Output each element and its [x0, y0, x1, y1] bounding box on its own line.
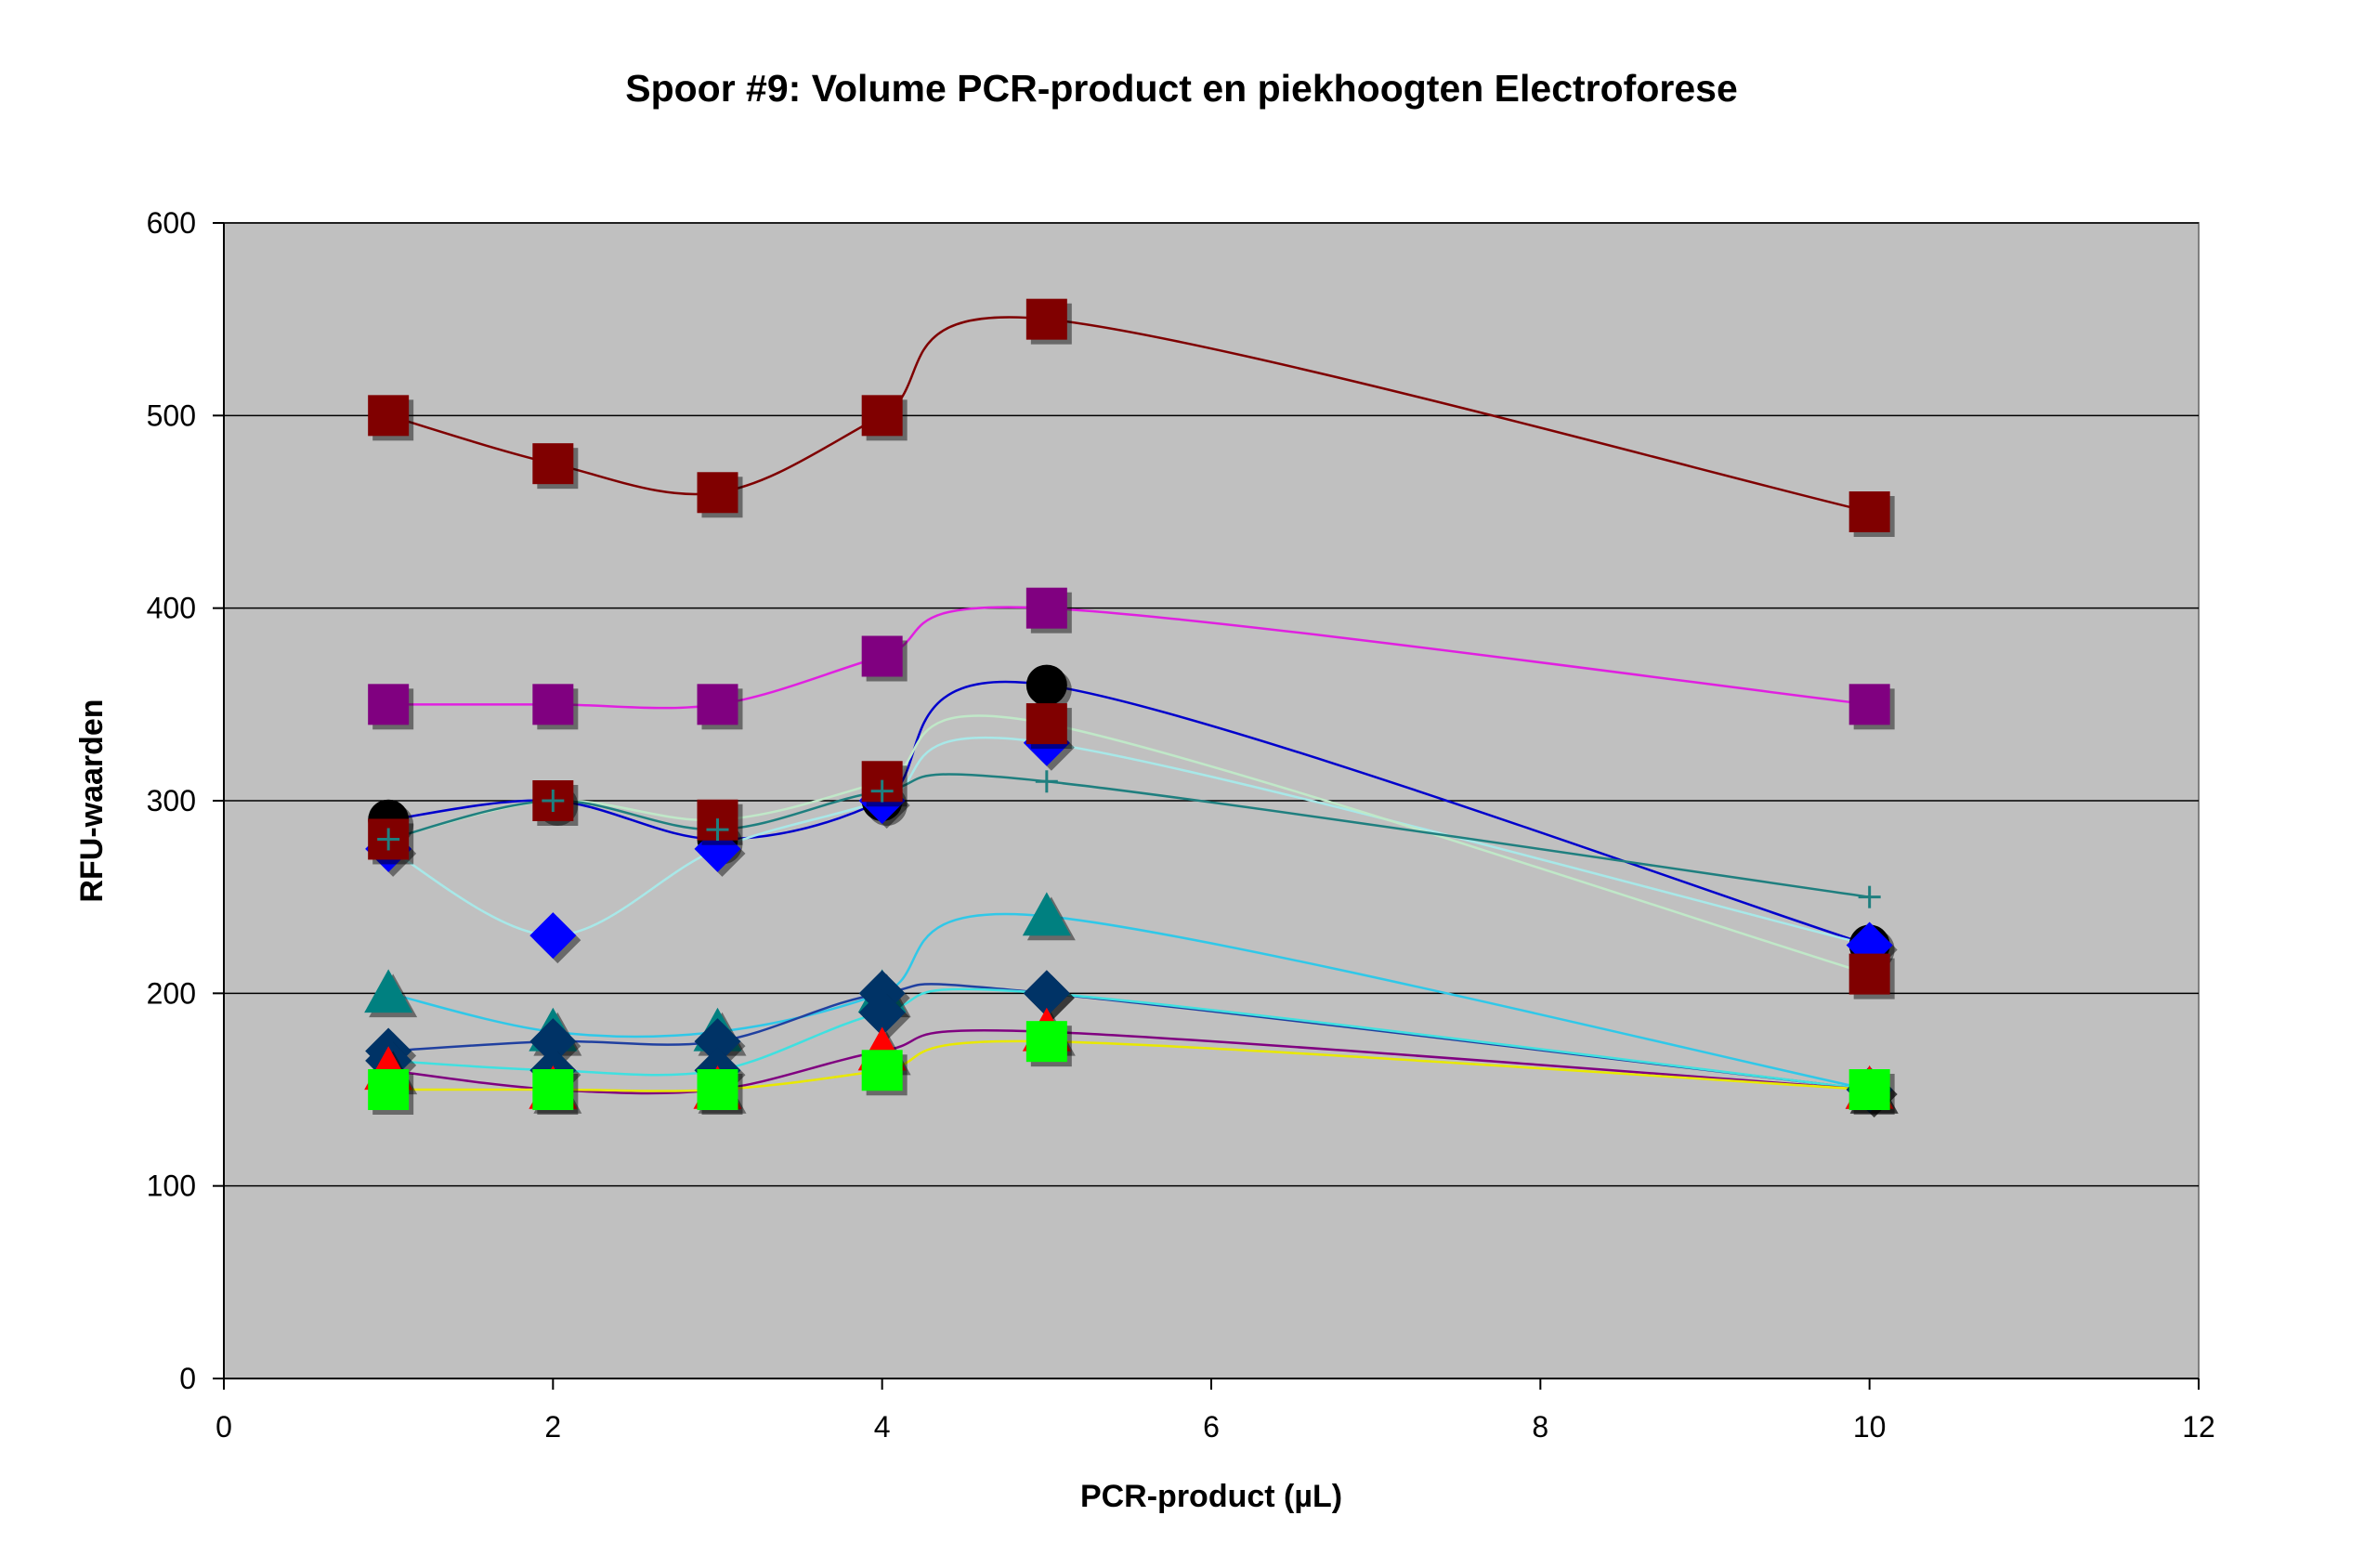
y-tick-label: 200: [147, 976, 196, 1010]
series-6-point: [1858, 885, 1881, 908]
y-tick-label: 400: [147, 592, 196, 625]
series-3-point: [1025, 664, 1072, 711]
y-tick-label: 100: [147, 1169, 196, 1203]
series-5-point: [697, 799, 743, 845]
series-1-point: [1025, 298, 1072, 345]
series-4-point: [529, 912, 581, 964]
series-6-point: [542, 790, 565, 812]
x-tick-label: 4: [874, 1410, 891, 1444]
series-6-point: [870, 779, 894, 803]
x-tick-label: 0: [216, 1410, 232, 1444]
series-2-point: [368, 684, 414, 730]
series-2-point: [697, 684, 743, 730]
series-9-point: [1023, 970, 1075, 1022]
series-2-point: [532, 684, 579, 730]
series-2-point: [1025, 587, 1072, 634]
series-1-point: [697, 472, 743, 518]
x-tick-label: 6: [1203, 1410, 1220, 1444]
y-tick-label: 300: [147, 784, 196, 817]
series-1-point: [532, 443, 579, 490]
series-11-point: [861, 1050, 908, 1096]
series-11-point: [697, 1069, 743, 1115]
series-11-point: [368, 1069, 414, 1115]
series-1-point: [861, 395, 908, 441]
x-tick-label: 8: [1532, 1410, 1548, 1444]
y-tick-label: 600: [147, 206, 196, 240]
series-2-point: [1848, 684, 1895, 730]
series-1-point: [368, 395, 414, 441]
series-6-point: [377, 828, 400, 851]
series-6-point: [1035, 770, 1058, 793]
series-5-point: [1025, 703, 1072, 750]
chart-title: Spoor #9: Volume PCR-product en piekhoog…: [625, 67, 1738, 110]
x-tick-label: 2: [544, 1410, 561, 1444]
series-7-point: [364, 969, 418, 1018]
series-11-point: [532, 1069, 579, 1115]
series-5-point: [861, 761, 908, 807]
series-2-point: [861, 635, 908, 682]
series-5-point: [532, 780, 579, 826]
x-axis-label: PCR-product (µL): [1080, 1479, 1342, 1514]
series-5-point: [368, 818, 414, 865]
series-markers: [364, 298, 1899, 1117]
y-axis-label: RFU-waarden: [74, 699, 110, 902]
axes: [213, 222, 2200, 1390]
y-tick-label: 0: [179, 1362, 196, 1395]
series-11-point: [1848, 1069, 1895, 1115]
x-tick-label: 10: [1853, 1410, 1887, 1444]
series-1-point: [1848, 491, 1895, 537]
tick-labels: 0 100 200 300 400 500 600 0 2 4 6 8 10 12: [147, 206, 2215, 1444]
series-5-point: [1848, 953, 1895, 1000]
y-tick-label: 500: [147, 399, 196, 432]
series-6-point: [706, 818, 729, 842]
series-8-point: [529, 1018, 581, 1070]
x-tick-label: 12: [2182, 1410, 2215, 1444]
series-11-point: [1025, 1021, 1072, 1067]
series-9-point: [858, 989, 910, 1041]
series-7-point: [1022, 892, 1076, 941]
